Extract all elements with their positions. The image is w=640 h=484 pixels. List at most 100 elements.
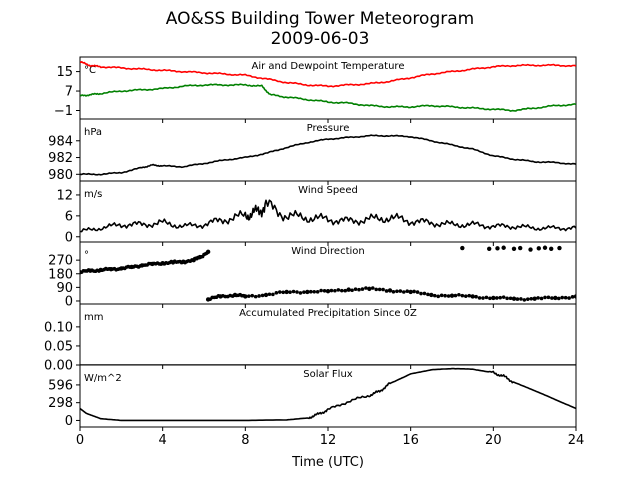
x-tick-label: 20 bbox=[485, 433, 502, 448]
y-tick-label: 0 bbox=[65, 414, 73, 429]
panel-unit: mm bbox=[84, 312, 103, 323]
wind-direction-point bbox=[525, 297, 530, 301]
panel-unit: °C bbox=[84, 65, 96, 76]
wind-direction-point bbox=[573, 294, 576, 299]
y-tick-label: 12 bbox=[56, 188, 73, 203]
y-tick-label: −1 bbox=[54, 104, 73, 119]
wind-direction-point bbox=[460, 293, 465, 298]
y-tick-label: 982 bbox=[48, 151, 73, 166]
series-line-1 bbox=[80, 83, 576, 112]
wind-direction-point bbox=[549, 246, 554, 252]
wind-direction-point bbox=[481, 296, 485, 300]
wind-direction-point bbox=[553, 295, 558, 301]
wind-direction-point bbox=[246, 294, 251, 298]
y-tick-label: 15 bbox=[56, 65, 73, 80]
wind-direction-point bbox=[501, 245, 506, 250]
panel-title: Accumulated Precipitation Since 0Z bbox=[239, 308, 417, 319]
wind-direction-point bbox=[302, 290, 306, 294]
y-tick-label: 596 bbox=[48, 378, 73, 393]
wind-direction-point bbox=[528, 247, 533, 252]
series-line-0 bbox=[80, 134, 576, 176]
wind-direction-point bbox=[484, 295, 489, 300]
wind-direction-point bbox=[298, 291, 303, 295]
wind-direction-point bbox=[346, 287, 351, 292]
panel-unit: W/m^2 bbox=[84, 373, 122, 384]
wind-direction-point bbox=[305, 289, 310, 295]
wind-direction-point bbox=[522, 298, 527, 302]
wind-direction-point bbox=[529, 296, 534, 301]
wind-direction-point bbox=[422, 291, 427, 296]
panel-title: Wind Speed bbox=[298, 185, 358, 196]
wind-direction-point bbox=[557, 245, 562, 251]
y-tick-label: 980 bbox=[48, 168, 73, 183]
wind-direction-point bbox=[467, 293, 472, 298]
wind-direction-point bbox=[501, 295, 506, 299]
wind-direction-point bbox=[508, 296, 513, 301]
wind-direction-point bbox=[319, 288, 323, 293]
series-line-0 bbox=[80, 367, 576, 422]
wind-direction-point bbox=[260, 293, 265, 298]
wind-direction-point bbox=[395, 289, 399, 294]
panel-0: −1 7 15 Air and Dewpoint Temperature °C bbox=[54, 56, 577, 123]
wind-direction-point bbox=[426, 292, 430, 297]
wind-direction-point bbox=[477, 296, 482, 300]
wind-direction-point bbox=[339, 288, 344, 293]
wind-direction-point bbox=[333, 288, 337, 293]
x-tick-label: 24 bbox=[568, 433, 585, 448]
wind-direction-point bbox=[271, 292, 275, 297]
wind-direction-point bbox=[519, 297, 523, 301]
wind-direction-point bbox=[291, 289, 296, 294]
y-tick-label: 270 bbox=[48, 254, 73, 269]
y-tick-label: 0.05 bbox=[44, 339, 73, 354]
wind-direction-point bbox=[288, 290, 292, 294]
wind-direction-point bbox=[277, 290, 282, 294]
wind-direction-point bbox=[401, 290, 406, 294]
wind-direction-point bbox=[563, 295, 568, 300]
y-tick-label: 6 bbox=[65, 209, 73, 224]
wind-direction-point bbox=[412, 289, 416, 294]
panel-unit: ° bbox=[84, 250, 89, 261]
wind-direction-point bbox=[384, 289, 389, 293]
wind-direction-point bbox=[243, 294, 248, 299]
wind-direction-point bbox=[415, 290, 420, 294]
wind-direction-point bbox=[367, 286, 372, 292]
wind-direction-point bbox=[350, 288, 354, 293]
panel-title: Wind Direction bbox=[291, 246, 365, 257]
wind-direction-point bbox=[439, 293, 444, 298]
wind-direction-point bbox=[353, 287, 358, 292]
y-tick-label: 0 bbox=[65, 230, 73, 245]
wind-direction-point bbox=[315, 290, 320, 294]
y-tick-label: 298 bbox=[48, 396, 73, 411]
wind-direction-point bbox=[312, 289, 317, 294]
panel-2: 0 6 12 Wind Speed m/s bbox=[56, 180, 577, 246]
wind-direction-point bbox=[495, 246, 500, 251]
wind-direction-point bbox=[463, 294, 468, 298]
wind-direction-point bbox=[488, 296, 492, 301]
panel-title: Air and Dewpoint Temperature bbox=[252, 61, 405, 72]
wind-direction-point bbox=[432, 293, 437, 298]
wind-direction-point bbox=[325, 288, 331, 294]
wind-direction-point bbox=[263, 292, 269, 298]
wind-direction-point bbox=[487, 246, 492, 252]
y-tick-label: 0.10 bbox=[44, 320, 73, 335]
wind-direction-point bbox=[398, 289, 403, 293]
wind-direction-point bbox=[539, 296, 544, 301]
panel-4: 0.00 0.05 0.10 Accumulated Precipitation Si… bbox=[44, 303, 577, 374]
wind-direction-point bbox=[364, 286, 368, 290]
wind-direction-point bbox=[370, 286, 375, 290]
panel-title: Pressure bbox=[307, 123, 350, 134]
wind-direction-point bbox=[329, 288, 334, 293]
x-tick-label: 4 bbox=[159, 433, 167, 448]
wind-direction-point bbox=[281, 290, 286, 295]
wind-direction-point bbox=[429, 292, 434, 298]
wind-direction-point bbox=[387, 288, 393, 293]
wind-direction-point bbox=[542, 245, 548, 250]
wind-direction-point bbox=[267, 292, 272, 297]
wind-direction-point bbox=[377, 287, 382, 292]
wind-direction-point bbox=[295, 290, 299, 294]
wind-direction-point bbox=[518, 245, 523, 251]
y-tick-label: 984 bbox=[48, 134, 73, 149]
wind-direction-point bbox=[460, 245, 465, 251]
